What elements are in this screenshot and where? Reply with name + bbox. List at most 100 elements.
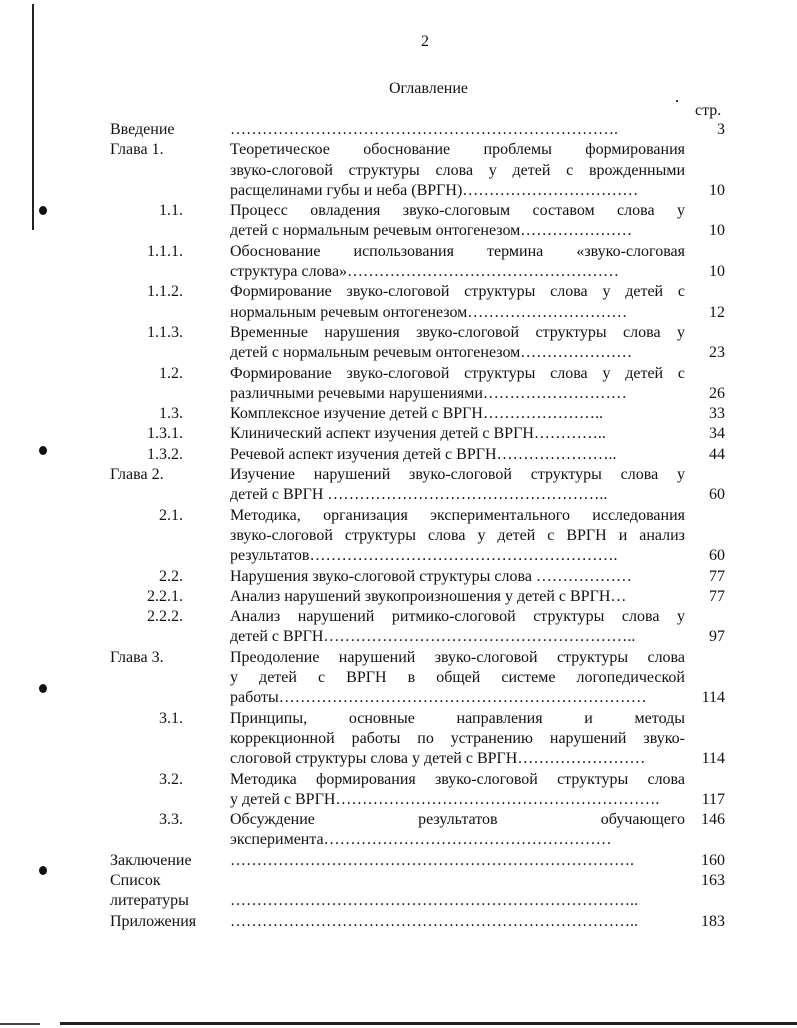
page-ref: 117 xyxy=(701,790,725,808)
toc-entry: Глава 2. Изучение нарушений звуко-слогово… xyxy=(110,465,730,506)
section-number: 1.2. xyxy=(159,364,183,382)
page-ref xyxy=(685,668,725,688)
toc-entry: 2.2. Нарушения звуко-слоговой структуры с… xyxy=(110,567,730,587)
toc-line: литературы ………………………………………………………………….. xyxy=(110,891,730,911)
page-ref: 12 xyxy=(709,303,725,321)
section-title: детей с ВРГН …………………………………………….. xyxy=(230,486,608,504)
section-title: ………………………………………………………………….. xyxy=(230,892,638,910)
toc-entry: 1.1.1. Обоснование использования термина … xyxy=(110,242,730,283)
toc-line: коррекционной работы по устранению наруш… xyxy=(110,729,730,749)
section-title: Принципы, основные направления и методы xyxy=(230,709,685,727)
page-title: Оглавление xyxy=(388,80,469,97)
section-title: различными речевыми нарушениями……………………… xyxy=(230,384,627,402)
page-ref: 146 xyxy=(701,811,725,829)
page-ref xyxy=(685,161,725,181)
toc-entry: 2.1. Методика, организация эксперименталь… xyxy=(110,506,730,567)
page-ref: 114 xyxy=(701,750,725,768)
page-ref xyxy=(685,140,725,160)
section-title: Методика формирования звуко-слоговой стр… xyxy=(230,770,685,788)
page-ref xyxy=(685,465,725,485)
section-number xyxy=(110,343,230,363)
toc-line: 3.3. Обсуждение результатов обучающего 146 xyxy=(110,810,730,830)
toc-entry: 1.3.2. Речевой аспект изучения детей с ВР… xyxy=(110,445,730,465)
toc-entry: Введение ………………………………………………………………. 3 xyxy=(110,120,730,140)
section-title: Анализ нарушений звукопроизношения у дет… xyxy=(230,587,627,605)
toc-line: 1.3.2. Речевой аспект изучения детей с ВР… xyxy=(110,445,730,465)
section-number xyxy=(110,384,230,404)
page-ref xyxy=(685,770,725,790)
page-ref: 26 xyxy=(709,384,725,402)
toc-line: звуко-слоговой структуры слова у детей с… xyxy=(110,161,730,181)
toc-line: Глава 3. Преодоление нарушений звуко-слог… xyxy=(110,648,730,668)
scan-speck xyxy=(676,100,678,102)
section-number: 1.3. xyxy=(159,405,183,423)
toc-line: детей с ВРГН………………………………………………….. 97 xyxy=(110,627,730,647)
section-title: расщелинами губы и неба (ВРГН)…………………………… xyxy=(230,181,639,199)
toc-line: слоговой структуры слова у детей с ВРГН…… xyxy=(110,749,730,769)
page-ref: 3 xyxy=(717,121,725,138)
section-number xyxy=(110,546,230,566)
section-number: литературы xyxy=(110,892,189,910)
section-number: 1.1. xyxy=(159,202,183,220)
page-ref xyxy=(685,364,725,384)
toc-line: 1.1.2. Формирование звуко-слоговой структ… xyxy=(110,282,730,302)
scan-bottom-edge xyxy=(0,1023,40,1025)
section-number: Глава 3. xyxy=(110,648,164,666)
toc-line: Список 163 xyxy=(110,871,730,891)
binding-hole-mark xyxy=(39,206,47,215)
page-ref: 163 xyxy=(701,871,725,889)
section-number xyxy=(110,688,230,708)
toc-entry: 1.3. Комплексное изучение детей с ВРГН………… xyxy=(110,404,730,424)
section-number: Список xyxy=(110,871,161,889)
page-ref xyxy=(685,648,725,668)
section-title: …………………………………………………………………. xyxy=(230,851,634,869)
page-ref xyxy=(685,526,725,546)
toc-entry: 1.2. Формирование звуко-слоговой структур… xyxy=(110,364,730,405)
toc-entry: Глава 1. Теоретическое обоснование пробле… xyxy=(110,140,730,201)
section-title: детей с нормальным речевым онтогенезом……… xyxy=(230,344,633,362)
toc-line: детей с нормальным речевым онтогенезом……… xyxy=(110,343,730,363)
binding-hole-mark xyxy=(39,684,47,693)
section-number: 2.2.1. xyxy=(147,587,183,605)
section-number xyxy=(110,303,230,323)
section-title: нормальным речевым онтогенезом………………………… xyxy=(230,303,628,321)
toc-entry: Глава 3. Преодоление нарушений звуко-слог… xyxy=(110,648,730,709)
toc-line: расщелинами губы и неба (ВРГН)…………………………… xyxy=(110,181,730,201)
page-ref: 60 xyxy=(709,486,725,504)
toc-line: Заключение …………………………………………………………………. 160 xyxy=(110,851,730,871)
section-number xyxy=(110,221,230,241)
section-title: Формирование звуко-слоговой структуры сл… xyxy=(230,283,685,301)
toc-line: Введение ………………………………………………………………. 3 xyxy=(110,120,730,140)
section-number: Введение xyxy=(110,121,175,138)
toc-line: 3.2. Методика формирования звуко-слоговой… xyxy=(110,770,730,790)
toc-line: 1.2. Формирование звуко-слоговой структур… xyxy=(110,364,730,384)
section-number: 3.3. xyxy=(159,811,183,829)
section-title: Временные нарушения звуко-слоговой струк… xyxy=(230,323,685,341)
page-ref xyxy=(685,506,725,526)
section-number: 1.1.2. xyxy=(147,283,183,301)
section-title: у детей с ВРГН……………………………………………………. xyxy=(230,790,660,808)
toc-line: нормальным речевым онтогенезом…………………………… xyxy=(110,303,730,323)
page-ref xyxy=(685,709,725,729)
page-ref xyxy=(685,891,725,911)
toc-line: эксперимента……………………………………………… xyxy=(110,830,730,850)
toc-line: 2.2.2. Анализ нарушений ритмико-слоговой … xyxy=(110,607,730,627)
section-title: звуко-слоговой структуры слова у детей с… xyxy=(230,161,685,179)
section-title: работы…………………………………………………………… xyxy=(230,689,647,707)
page-ref: 10 xyxy=(709,263,725,281)
page-ref: 34 xyxy=(709,425,725,443)
section-title: Обсуждение результатов обучающего xyxy=(230,811,685,829)
page-ref: 33 xyxy=(709,405,725,423)
toc-line: 2.1. Методика, организация эксперименталь… xyxy=(110,506,730,526)
section-number: Приложения xyxy=(110,912,197,930)
section-title: ………………………………………………………………. xyxy=(230,121,618,138)
section-number xyxy=(110,627,230,647)
toc-line: детей с ВРГН …………………………………………….. 60 xyxy=(110,485,730,505)
page-ref: 114 xyxy=(701,689,725,707)
page-ref: 97 xyxy=(709,628,725,646)
section-title: детей с нормальным речевым онтогенезом……… xyxy=(230,222,633,240)
section-number xyxy=(110,830,230,850)
binding-hole-mark xyxy=(39,866,47,875)
toc-entry: Заключение …………………………………………………………………. 160 xyxy=(110,851,730,871)
section-title xyxy=(230,871,685,891)
